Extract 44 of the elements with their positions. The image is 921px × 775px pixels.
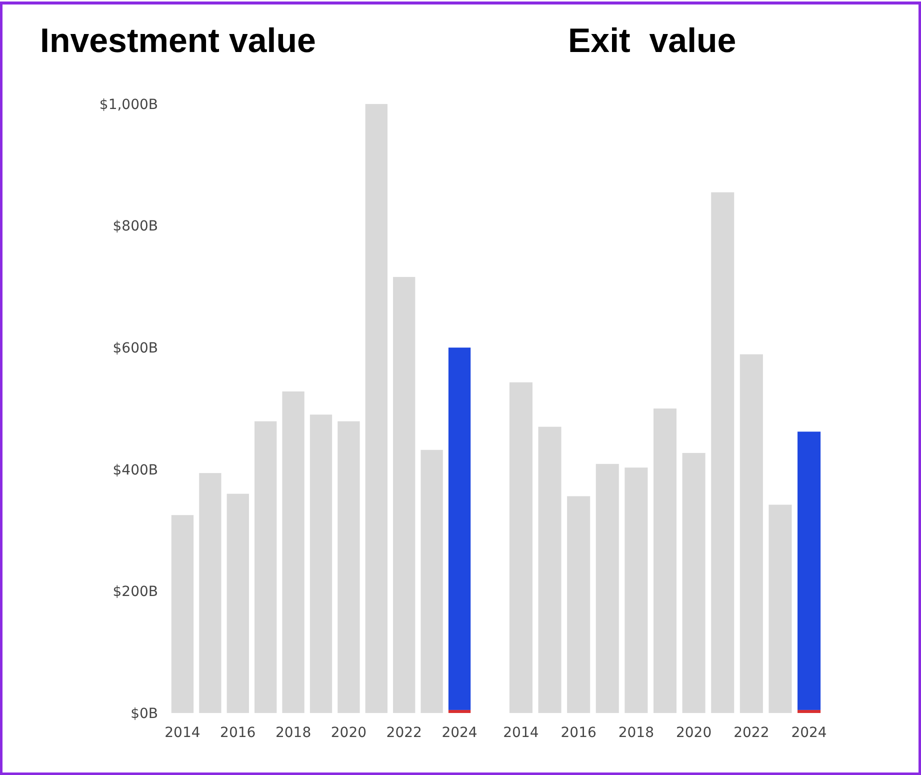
bar <box>226 494 249 713</box>
bar <box>624 468 648 713</box>
bar <box>740 354 763 713</box>
y-tick-label: $1,000B <box>99 96 158 113</box>
x-tick-label: 2016 <box>220 725 256 741</box>
bar <box>365 104 388 713</box>
bar <box>282 391 304 713</box>
bar <box>798 432 821 710</box>
x-tick-label: 2024 <box>791 725 827 741</box>
y-tick-label: $600B <box>112 340 158 356</box>
bar <box>420 450 443 713</box>
bar <box>448 710 471 713</box>
bar <box>393 276 416 713</box>
bar <box>538 426 562 713</box>
x-tick-label: 2014 <box>164 725 200 741</box>
x-tick-label: 2018 <box>275 725 312 741</box>
x-tick-label: 2014 <box>503 725 539 741</box>
bar <box>798 710 821 713</box>
bar <box>682 452 706 713</box>
bar <box>310 414 332 713</box>
bar <box>448 348 471 710</box>
x-tick-label: 2016 <box>560 725 596 741</box>
x-tick-label: 2018 <box>618 725 654 741</box>
bar <box>199 473 222 713</box>
bar <box>653 408 677 713</box>
bar <box>768 504 792 713</box>
bar <box>254 421 277 713</box>
bar <box>509 382 532 713</box>
y-tick-label: $800B <box>112 218 158 235</box>
bar <box>171 515 194 713</box>
x-tick-label: 2024 <box>442 725 478 741</box>
chart-title: Investment value <box>40 22 316 60</box>
x-tick-label: 2022 <box>386 725 422 741</box>
y-tick-label: $0B <box>130 706 158 722</box>
y-tick-label: $200B <box>112 584 158 600</box>
chart-title: Exit value <box>568 22 736 60</box>
bar <box>596 464 619 713</box>
x-tick-label: 2022 <box>734 725 770 741</box>
bar <box>567 496 590 713</box>
bar <box>711 192 734 713</box>
x-tick-label: 2020 <box>330 725 367 741</box>
y-tick-label: $400B <box>112 462 158 478</box>
x-tick-label: 2020 <box>676 725 712 741</box>
bar <box>338 421 360 713</box>
